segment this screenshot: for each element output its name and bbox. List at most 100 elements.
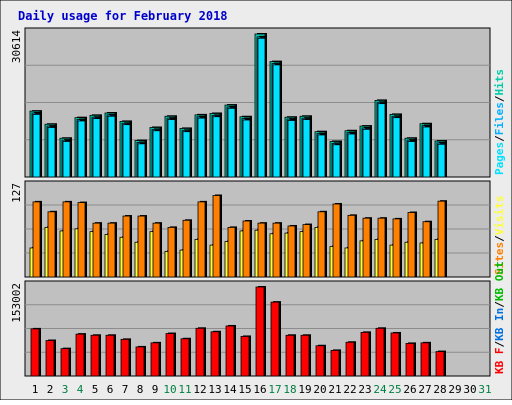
day-label: 12: [193, 383, 206, 396]
day-label: 4: [77, 383, 84, 396]
pages-bar: [407, 141, 416, 178]
day-label: 8: [137, 383, 144, 396]
kb-bar: [60, 348, 70, 377]
pages-bar: [422, 126, 431, 178]
sites-bar: [407, 212, 416, 278]
pages-bar: [212, 116, 221, 178]
legend-visits: Visits: [493, 196, 506, 236]
day-label: 23: [358, 383, 371, 396]
sites-bar: [77, 202, 86, 278]
sites-bar: [122, 215, 131, 278]
legend-pages: Pages: [493, 142, 506, 175]
day-label: 18: [283, 383, 296, 396]
day-label: 22: [343, 383, 356, 396]
sites-bar: [377, 217, 386, 278]
sites-bar: [302, 224, 311, 278]
legend-hits: Hits: [493, 69, 506, 96]
day-label: 11: [178, 383, 191, 396]
kb-bar: [105, 334, 115, 377]
pages-bar: [152, 130, 161, 178]
sites-bar: [287, 225, 296, 278]
kb-bar: [195, 327, 205, 377]
pages-bar: [302, 119, 311, 178]
day-label: 15: [238, 383, 251, 396]
pages-bar: [92, 118, 101, 178]
legend-files: Files: [493, 102, 506, 135]
pages-bar: [77, 120, 86, 178]
pages-bar: [197, 117, 206, 178]
day-label: 29: [448, 383, 461, 396]
sites-bar: [332, 203, 341, 278]
sites-bar: [242, 220, 251, 278]
kb-bar: [360, 331, 370, 377]
sites-bar: [137, 215, 146, 278]
kb-bar: [330, 350, 340, 377]
kb-bar: [90, 334, 100, 377]
legend-separator: /: [493, 341, 506, 348]
day-label: 1: [32, 383, 39, 396]
kb-bar: [285, 334, 295, 377]
day-label: 6: [107, 383, 114, 396]
sites-bar: [32, 201, 41, 278]
day-label: 7: [122, 383, 129, 396]
kb-bar: [420, 342, 430, 377]
sites-bar: [362, 217, 371, 278]
legend-panel-2: Sites/Visits: [493, 196, 506, 276]
sites-bar: [257, 222, 266, 278]
pages-bar: [137, 143, 146, 178]
day-label: 16: [253, 383, 266, 396]
kb-bar: [225, 325, 235, 377]
kb-bar: [75, 333, 85, 377]
sites-bar: [152, 222, 161, 278]
pages-bar: [107, 115, 116, 178]
sites-bar: [197, 201, 206, 278]
kb-bar: [435, 351, 445, 377]
day-label: 20: [313, 383, 326, 396]
sites-bar: [422, 221, 431, 278]
sites-bar: [437, 200, 446, 278]
kb-bar: [315, 345, 325, 377]
kb-bar: [135, 346, 145, 377]
sites-bar: [182, 219, 191, 278]
kb-bar: [165, 333, 175, 377]
pages-bar: [47, 127, 56, 178]
sites-bar: [107, 222, 116, 278]
pages-bar: [257, 37, 266, 178]
legend-kb-in: KB In: [493, 308, 506, 341]
kb-bar: [405, 343, 415, 377]
pages-bar: [167, 119, 176, 178]
y-max-label-1: 30614: [10, 30, 23, 63]
legend-separator: /: [493, 301, 506, 308]
day-label: 19: [298, 383, 311, 396]
legend-sites: Sites: [493, 242, 506, 275]
sites-bar: [92, 222, 101, 278]
pages-bar: [347, 133, 356, 178]
legend-kb-f: KB F: [493, 348, 506, 375]
legend-panel-3: KB F/KB In/KB Out: [493, 261, 506, 374]
y-max-label-3: 153002: [10, 283, 23, 323]
kb-bar: [345, 341, 355, 377]
pages-bar: [437, 143, 446, 178]
day-label: 14: [223, 383, 237, 396]
day-label: 2: [47, 383, 54, 396]
legend-kb-out: KB Out: [493, 261, 506, 301]
kb-bar: [300, 334, 310, 377]
chart-title: Daily usage for February 2018: [18, 9, 228, 23]
sites-bar: [167, 226, 176, 278]
legend-panel-1: Pages/Files/Hits: [493, 69, 506, 175]
legend-separator: /: [493, 95, 506, 102]
sites-bar: [227, 226, 236, 278]
pages-bar: [182, 131, 191, 178]
y-max-label-2: 127: [10, 183, 23, 203]
day-label: 24: [373, 383, 387, 396]
sites-bar: [347, 214, 356, 278]
day-label: 31: [478, 383, 491, 396]
day-label: 28: [433, 383, 446, 396]
kb-bar: [180, 338, 190, 377]
pages-bar: [287, 120, 296, 178]
day-label: 27: [418, 383, 431, 396]
sites-bar: [272, 222, 281, 278]
sites-bar: [317, 211, 326, 278]
day-label: 10: [163, 383, 176, 396]
